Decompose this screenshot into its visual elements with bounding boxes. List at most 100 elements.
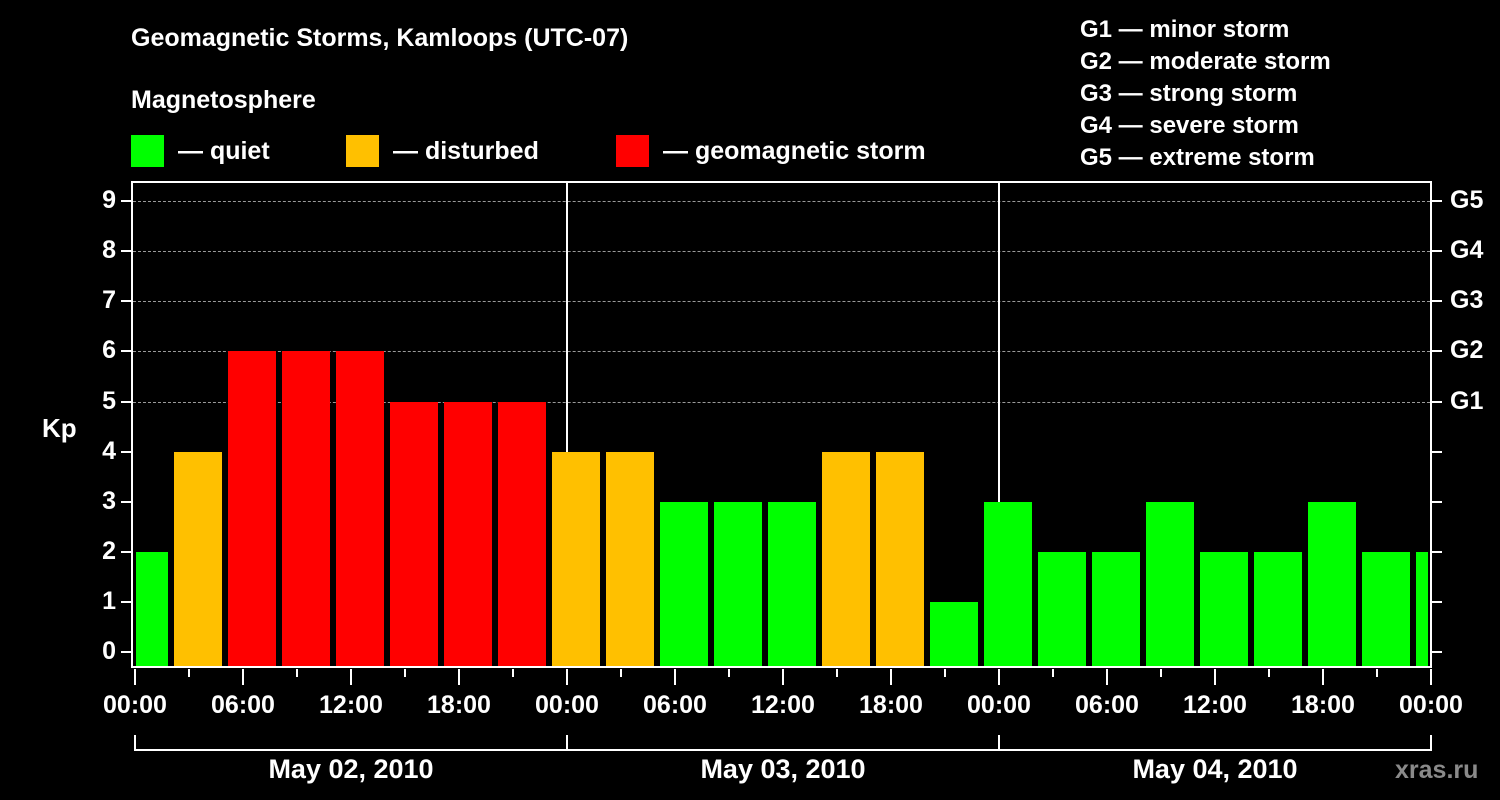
x-tick [998,669,1000,685]
kp-bar [930,601,978,666]
x-tick [1160,669,1162,677]
y-tick [121,500,131,503]
kp-bar [282,351,330,666]
x-tick [620,669,622,677]
kp-bar [1092,551,1140,666]
x-tick [242,669,244,685]
gridline [133,201,1430,203]
day-separator [566,183,568,666]
legend-label: — disturbed [393,136,539,165]
kp-bar [1362,551,1410,666]
kp-bar [876,451,924,666]
y-tick-right [1432,500,1442,503]
y-tick [121,250,131,253]
kp-bar [174,451,222,666]
plot-area [131,181,1432,668]
y-tick-label: 0 [102,637,116,665]
x-tick [1322,669,1324,685]
g-scale-legend: G1 — minor storm G2 — moderate storm G3 … [1080,14,1331,174]
y-tick-label: 6 [102,336,116,365]
x-tick-label: 12:00 [319,691,383,719]
y-tick [121,651,131,653]
x-tick-label: 00:00 [535,691,599,719]
y-tick [121,350,131,353]
date-label: May 03, 2010 [700,754,866,784]
g-scale-item: G4 — severe storm [1080,112,1299,139]
x-tick-label: 18:00 [1291,691,1355,719]
y-tick [121,300,131,303]
y-tick-right [1432,600,1442,603]
g-tick-label: G4 [1450,236,1484,265]
kp-bar [1200,551,1248,666]
storm-swatch-icon [616,135,649,167]
legend-item-storm: — geomagnetic storm [616,135,926,167]
legend-item-quiet: — quiet [131,135,270,167]
chart-title: Geomagnetic Storms, Kamloops (UTC-07) [131,24,629,52]
legend-title: Magnetosphere [131,86,316,114]
x-tick [1106,669,1108,685]
y-tick-right [1432,651,1442,653]
x-tick [188,669,190,677]
x-tick [1052,669,1054,677]
y-tick [121,400,131,403]
date-bracket [998,735,1432,751]
kp-bar [714,501,762,666]
x-tick [566,669,568,685]
x-tick [296,669,298,677]
kp-bar [606,451,654,666]
x-tick [836,669,838,677]
g-scale-item: G5 — extreme storm [1080,144,1315,171]
x-tick [134,669,136,685]
y-tick-label: 7 [102,286,116,315]
y-tick-right [1432,450,1442,453]
x-tick-label: 00:00 [1399,691,1463,719]
x-tick [728,669,730,677]
x-tick-label: 12:00 [751,691,815,719]
kp-bar [1416,551,1428,666]
g-tick-label: G3 [1450,286,1484,315]
y-tick-label: 2 [102,536,116,565]
x-tick [944,669,946,677]
kp-bar [660,501,708,666]
legend-label: — quiet [178,136,270,165]
x-tick [890,669,892,685]
kp-bar [336,351,384,666]
kp-bar [228,351,276,666]
gridline [133,301,1430,303]
x-tick-label: 06:00 [643,691,707,719]
y-tick [121,550,131,553]
kp-bar [444,401,492,666]
y-tick-label: 9 [102,186,116,215]
y-tick-label: 8 [102,236,116,265]
y-tick-right [1432,350,1442,353]
day-separator [998,183,1000,666]
date-bracket [566,735,1000,751]
g-tick-label: G1 [1450,386,1484,415]
kp-bar [136,551,168,666]
x-tick [512,669,514,677]
kp-bar [1038,551,1086,666]
y-tick-right [1432,550,1442,553]
kp-bar [768,501,816,666]
x-tick-label: 18:00 [427,691,491,719]
y-tick [121,200,131,203]
kp-bar [1308,501,1356,666]
x-tick-label: 06:00 [211,691,275,719]
x-tick [1214,669,1216,685]
kp-bar [822,451,870,666]
kp-bar [390,401,438,666]
date-bracket [134,735,568,751]
kp-bar [1146,501,1194,666]
y-axis-label: Kp [42,413,77,443]
gridline [133,351,1430,353]
x-tick [1268,669,1270,677]
g-tick-label: G5 [1450,186,1484,215]
x-tick-label: 12:00 [1183,691,1247,719]
x-tick-label: 18:00 [859,691,923,719]
x-tick [782,669,784,685]
y-tick-right [1432,400,1442,403]
gridline [133,401,1430,403]
x-tick [404,669,406,677]
g-tick-label: G2 [1450,336,1484,365]
y-tick-label: 4 [102,436,116,465]
